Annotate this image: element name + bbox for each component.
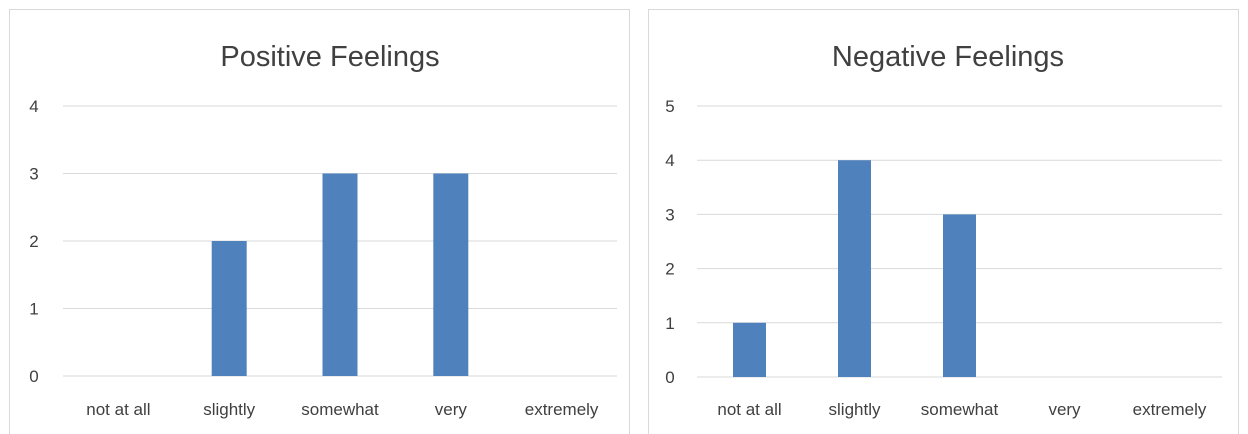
bar [733, 322, 766, 377]
x-tick-label: very [435, 400, 468, 419]
y-tick-label: 2 [29, 232, 38, 251]
y-tick-label: 4 [665, 151, 674, 170]
x-tick-label: extremely [525, 400, 599, 419]
y-tick-label: 5 [665, 97, 674, 116]
bar [838, 160, 871, 377]
y-tick-label: 0 [665, 368, 674, 387]
plot-area: 0 1 2 3 4 5 not at all slightly somewhat very extr… [665, 97, 1222, 419]
x-tick-label: somewhat [301, 400, 379, 419]
y-tick-label: 3 [665, 205, 674, 224]
x-tick-label: slightly [829, 400, 881, 419]
y-tick-label: 0 [29, 367, 38, 386]
plot-area: 0 1 2 3 4 not at all slightly somewhat very extre… [29, 97, 617, 419]
x-tick-label: very [1048, 400, 1081, 419]
y-tick-label: 1 [665, 314, 674, 333]
x-tick-label: not at all [86, 400, 150, 419]
chart-title: Positive Feelings [220, 41, 439, 73]
chart-title: Negative Feelings [832, 41, 1064, 73]
bar [322, 173, 358, 376]
y-tick-label: 3 [29, 165, 38, 184]
x-tick-label: not at all [717, 400, 781, 419]
bar [943, 214, 976, 377]
x-tick-label: slightly [203, 400, 255, 419]
y-tick-label: 4 [29, 97, 38, 116]
y-tick-label: 1 [29, 300, 38, 319]
x-tick-label: extremely [1133, 400, 1207, 419]
bar [433, 173, 469, 376]
x-tick-label: somewhat [921, 400, 999, 419]
y-tick-label: 2 [665, 260, 674, 279]
chart-panel-frame [9, 9, 630, 434]
bar [211, 241, 247, 376]
